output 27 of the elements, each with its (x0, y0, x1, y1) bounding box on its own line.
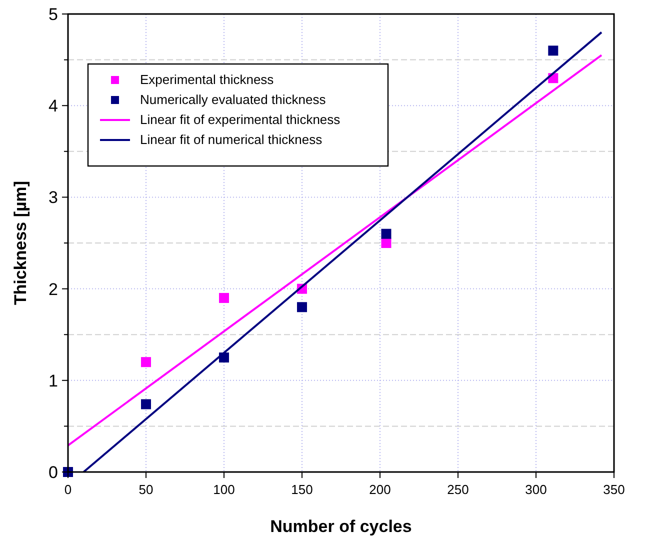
point (381, 238, 392, 248)
x-tick-label: 100 (213, 482, 235, 497)
y-axis-title: Thickness [µm] (11, 180, 30, 306)
legend-label: Linear fit of experimental thickness (140, 112, 341, 127)
y-tick-label: 1 (48, 371, 58, 390)
x-tick-label: 150 (291, 482, 313, 497)
x-tick-label: 50 (138, 482, 154, 497)
x-tick-label: 200 (369, 482, 391, 497)
x-tick-label: 300 (525, 482, 547, 497)
point (141, 357, 151, 368)
x-tick-label: 350 (603, 482, 625, 497)
y-tick-label: 3 (48, 188, 58, 208)
legend-label: Linear fit of numerical thickness (140, 132, 323, 147)
y-tick-label: 2 (48, 280, 58, 299)
point (548, 46, 558, 56)
y-tick-label: 4 (48, 96, 58, 116)
y-tick-label: 0 (48, 463, 58, 482)
legend-label: Numerically evaluated thickness (140, 92, 326, 107)
point (297, 302, 307, 312)
point (141, 399, 151, 410)
x-axis-title: Number of cycles (270, 517, 412, 536)
y-tick-label: 5 (48, 5, 58, 24)
point (219, 292, 229, 303)
x-tick-label: 250 (447, 482, 469, 497)
point (381, 228, 392, 239)
legend-label: Experimental thickness (140, 72, 274, 87)
x-tick-label: 0 (64, 482, 72, 497)
